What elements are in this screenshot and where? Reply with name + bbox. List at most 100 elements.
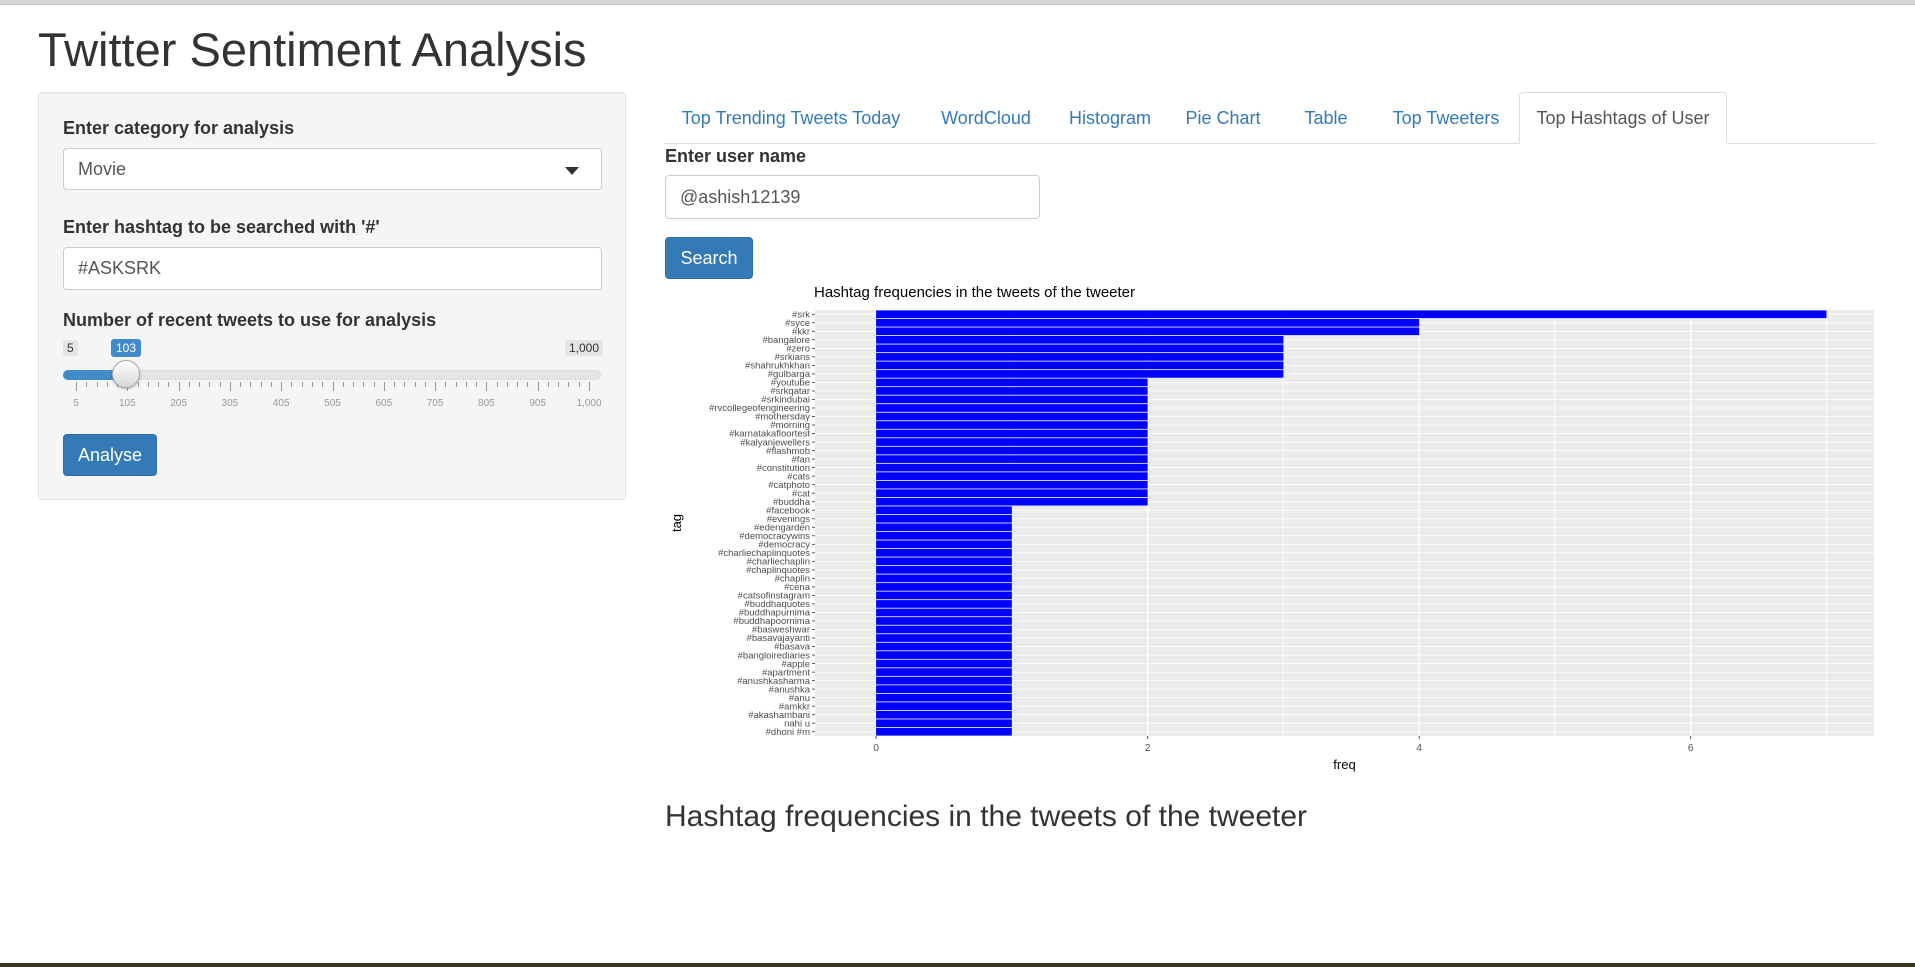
chart-bar <box>876 310 1827 319</box>
slider-minor-tick <box>147 382 149 387</box>
chart-tick-label-y: #srkindubai <box>761 395 810 406</box>
chart-bar <box>876 327 1420 336</box>
chart-tick-label-y: #apple <box>781 659 810 670</box>
chart-tick-label-y: #catsofinstagram <box>738 591 810 602</box>
slider-major-tick <box>76 382 77 391</box>
chart-bar <box>876 489 1148 498</box>
chart-tick-label-y: #kalyanjewellers <box>740 437 810 448</box>
tab-histogram[interactable]: Histogram <box>1068 107 1152 128</box>
slider-track[interactable] <box>63 370 601 380</box>
chart-bar <box>876 710 1012 719</box>
slider-minor-tick <box>219 382 221 387</box>
slider-minor-tick <box>568 382 570 387</box>
chart-bar <box>876 566 1012 574</box>
tab-top-tweeters[interactable]: Top Tweeters <box>1392 107 1500 128</box>
analyse-button[interactable]: Analyse <box>63 434 157 476</box>
chart-tick-label-y: #mothersday <box>755 412 810 423</box>
chart-bar <box>876 378 1148 387</box>
chart-bar <box>876 438 1148 446</box>
slider-minor-tick <box>158 382 160 387</box>
hashtag-bar-chart: #srk#syce#kkr#bangalore#zero#srkians#sha… <box>669 309 1874 772</box>
chart-tick-label-y: #charliechaplin <box>747 557 810 568</box>
slider-tick-label: 305 <box>221 398 239 409</box>
slider-major-tick <box>281 382 283 391</box>
slider-minor-tick <box>476 382 478 387</box>
chart-bar <box>876 404 1148 412</box>
slider-minor-tick <box>311 382 313 387</box>
slider-tick-label: 605 <box>375 398 393 409</box>
chart-bar <box>876 446 1148 455</box>
chart-tick-label-y: #democracy <box>758 540 810 551</box>
chart-bar <box>876 429 1148 438</box>
chart-tick-label-y: #buddha <box>773 497 811 508</box>
chevron-down-icon <box>565 167 579 175</box>
search-button[interactable]: Search <box>665 237 753 279</box>
chart-tick-label-x: 2 <box>1145 743 1151 754</box>
slider-minor-tick <box>353 382 355 387</box>
slider-minor-tick <box>250 382 252 387</box>
slider-minor-tick <box>260 382 262 387</box>
category-select[interactable]: Movie <box>63 148 602 190</box>
chart-tick-label-y: #amkkr <box>779 701 810 712</box>
slider-tick-label: 805 <box>478 398 495 409</box>
slider-tick-label: 105 <box>118 398 136 409</box>
chart-tick-label-y: #anushka <box>769 684 811 695</box>
slider-minor-tick <box>363 382 365 387</box>
chart-tick-label-y: #zero <box>786 344 810 355</box>
category-label: Enter category for analysis <box>63 118 295 138</box>
hashtag-input[interactable]: #ASKSRK <box>63 247 602 290</box>
slider-major-tick <box>229 382 231 391</box>
chart-tick-label-x: 4 <box>1416 743 1422 754</box>
slider-major-tick <box>332 382 334 391</box>
chart-bar <box>876 617 1012 625</box>
tab-pie-chart[interactable]: Pie Chart <box>1185 107 1261 128</box>
chart-tick-label-y: #edengarden <box>754 522 810 533</box>
tab-wordcloud[interactable]: WordCloud <box>941 107 1031 128</box>
chart-bar <box>876 455 1148 463</box>
chart-tick-label-x: 0 <box>873 743 879 754</box>
window-top-border <box>0 0 1915 5</box>
slider-handle[interactable] <box>112 360 140 388</box>
chart-bar <box>876 370 1284 378</box>
slider-minor-tick <box>496 382 498 387</box>
chart-tick-label-y: #srk <box>792 309 810 320</box>
chart-tick-label-y: #buddhapurnima <box>739 608 811 619</box>
chart-bar <box>876 676 1012 685</box>
chart-tick-label-y: nahi u <box>784 718 810 729</box>
username-input[interactable]: @ashish12139 <box>665 175 1040 219</box>
slider-major-tick <box>589 382 590 391</box>
slider-minor-tick <box>270 382 272 387</box>
slider-min-label: 5 <box>63 340 78 356</box>
chart-tick-label-y: #kkr <box>792 327 810 338</box>
chart-tick-label-y: #cena <box>784 582 811 593</box>
chart-bar <box>876 583 1012 591</box>
chart-bar <box>876 719 1012 728</box>
chart-tick-label-x: 6 <box>1688 743 1694 754</box>
tab-top-hashtags-of-user[interactable]: Top Hashtags of User <box>1519 92 1727 144</box>
chart-tick-label-y: #fan <box>792 454 811 465</box>
chart-tick-label-y: #morning <box>770 420 810 431</box>
chart-bar <box>876 668 1012 676</box>
chart-tick-label-y: #facebook <box>766 505 810 516</box>
chart-bar <box>876 702 1012 711</box>
slider-minor-tick <box>373 382 375 387</box>
tab-top-trending-tweets-today[interactable]: Top Trending Tweets Today <box>681 107 901 128</box>
slider-minor-tick <box>578 382 580 387</box>
slider-tick-label: 5 <box>73 398 79 409</box>
chart-bar <box>876 693 1012 702</box>
chart-tick-label-y: #bangloirediaries <box>738 650 811 661</box>
chart-bar <box>876 651 1012 659</box>
chart-tick-label-y: #basweshwar <box>752 625 810 636</box>
chart-tick-label-y: #flashmob <box>766 446 810 457</box>
chart-tick-label-y: #democracywins <box>739 531 810 542</box>
username-label: Enter user name <box>665 146 807 166</box>
chart-tick-label-y: #rvcollegeofengineering <box>709 403 810 414</box>
slider-minor-tick <box>86 382 88 387</box>
chart-tick-label-y: #syce <box>785 318 810 329</box>
slider-major-tick <box>537 382 539 391</box>
tab-table[interactable]: Table <box>1304 107 1348 128</box>
chart-tick-label-y: #evenings <box>767 514 811 525</box>
chart-bar <box>876 548 1012 557</box>
chart-bar <box>876 353 1284 361</box>
chart-bar <box>876 472 1148 480</box>
